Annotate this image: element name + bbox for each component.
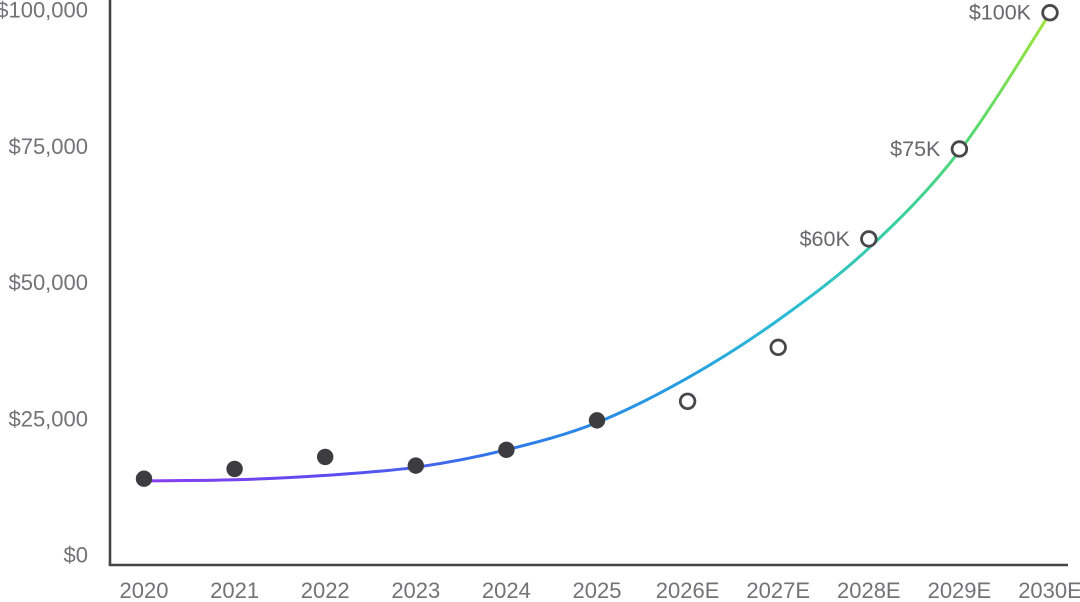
y-tick-label: $0 xyxy=(64,543,88,568)
y-tick-label: $25,000 xyxy=(8,406,88,431)
estimate-point-2030E xyxy=(1041,4,1059,22)
point-annotation-2030E: $100K xyxy=(969,1,1032,25)
actual-point-2023 xyxy=(407,457,424,474)
x-tick-label: 2027E xyxy=(746,578,810,602)
point-annotation-2029E: $75K xyxy=(890,137,941,161)
x-tick-label: 2022 xyxy=(301,578,350,602)
x-tick-label: 2021 xyxy=(210,578,259,602)
estimate-point-2027E xyxy=(769,338,787,357)
x-tick-label: 2025 xyxy=(573,578,622,602)
x-tick-label: 2020 xyxy=(120,578,169,602)
actual-point-2022 xyxy=(317,448,334,466)
point-annotation-2028E: $60K xyxy=(800,227,851,251)
actual-point-2020 xyxy=(135,470,153,487)
actual-point-2024 xyxy=(498,441,515,459)
x-tick-label: 2026E xyxy=(656,578,720,602)
x-tick-label: 2029E xyxy=(928,578,992,602)
y-tick-label: $100,000 xyxy=(0,0,88,23)
x-tick-label: 2023 xyxy=(391,578,440,602)
y-tick-label: $50,000 xyxy=(8,270,88,295)
estimate-point-2029E xyxy=(950,140,969,158)
trend-curve xyxy=(142,11,1052,483)
x-tick-label: 2030E xyxy=(1018,578,1080,602)
estimate-point-2026E xyxy=(678,392,697,411)
y-tick-label: $75,000 xyxy=(8,134,88,159)
actual-point-2021 xyxy=(226,460,243,478)
x-tick-label: 2024 xyxy=(482,578,531,602)
actual-point-2025 xyxy=(588,412,606,429)
x-tick-label: 2028E xyxy=(837,578,901,602)
estimate-point-2028E xyxy=(860,230,878,248)
